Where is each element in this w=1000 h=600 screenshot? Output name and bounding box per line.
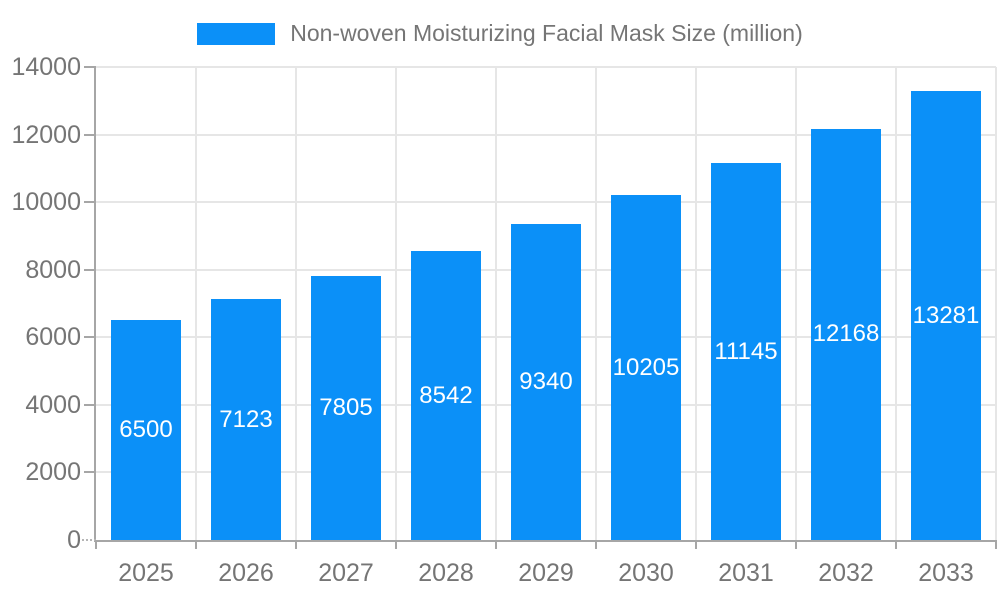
x-tick: [195, 540, 197, 549]
y-tick: [84, 201, 96, 204]
v-gridline: [295, 67, 297, 540]
x-tick-label: 2028: [418, 559, 474, 587]
x-tick-label: 2025: [118, 559, 174, 587]
y-tick-label: 2000: [25, 458, 81, 487]
h-gridline: [96, 66, 996, 68]
legend-swatch: [197, 22, 276, 45]
x-tick-label: 2033: [918, 559, 974, 587]
y-tick-label: 8000: [25, 255, 81, 284]
bar-2027[interactable]: 7805: [311, 276, 381, 540]
bar-value-label: 9340: [519, 368, 573, 396]
v-gridline: [695, 67, 697, 540]
x-tick: [995, 540, 997, 549]
y-tick-label: 6000: [25, 323, 81, 352]
plot-area: 6500 7123 7805 8542 9340 10205 11145 12168 13281: [96, 66, 997, 540]
y-tick-label: 4000: [25, 390, 81, 419]
x-tick: [295, 540, 297, 549]
bar-value-label: 6500: [119, 416, 173, 444]
h-gridline: [96, 133, 996, 136]
y-tick: [84, 268, 96, 271]
y-tick: [82, 539, 96, 541]
x-axis-line: [94, 540, 996, 542]
bar-value-label: 11145: [714, 337, 778, 365]
bar-value-label: 13281: [912, 301, 980, 329]
bar-2025[interactable]: 6500: [111, 320, 181, 540]
bar-value-label: 8542: [419, 381, 473, 409]
y-tick: [84, 133, 96, 136]
x-tick-label: 2032: [818, 559, 874, 587]
bar-2030[interactable]: 10205: [611, 195, 681, 540]
y-tick-label: 10000: [11, 188, 81, 217]
x-tick: [595, 540, 597, 549]
x-tick-label: 2026: [218, 559, 274, 587]
y-axis-line: [94, 67, 96, 540]
x-tick-label: 2029: [518, 559, 574, 587]
bar-value-label: 12168: [812, 320, 880, 348]
x-tick: [895, 540, 897, 549]
y-tick: [84, 403, 96, 406]
x-tick-label: 2030: [618, 559, 674, 587]
x-tick: [495, 540, 497, 549]
legend[interactable]: Non-woven Moisturizing Facial Mask Size …: [0, 20, 1000, 47]
bar-value-label: 7805: [319, 394, 373, 422]
x-tick-label: 2031: [718, 559, 774, 587]
v-gridline: [895, 67, 897, 540]
h-gridline: [96, 201, 996, 204]
bar-2029[interactable]: 9340: [511, 224, 581, 540]
y-tick: [84, 66, 96, 68]
bar-2033[interactable]: 13281: [911, 91, 981, 540]
bar-2028[interactable]: 8542: [411, 251, 481, 540]
bar-value-label: 7123: [219, 405, 273, 433]
v-gridline: [195, 67, 197, 540]
v-gridline: [595, 67, 597, 540]
bar-value-label: 10205: [612, 353, 680, 381]
y-tick-label: 14000: [11, 53, 81, 81]
bar-2026[interactable]: 7123: [211, 299, 281, 540]
x-tick-label: 2027: [318, 559, 374, 587]
x-tick: [795, 540, 797, 549]
y-tick: [84, 336, 96, 339]
x-tick: [95, 540, 97, 549]
legend-label: Non-woven Moisturizing Facial Mask Size …: [290, 20, 803, 46]
bar-2031[interactable]: 11145: [711, 163, 781, 540]
y-tick-label: 0: [67, 526, 81, 554]
x-tick: [695, 540, 697, 549]
bar-2032[interactable]: 12168: [811, 128, 881, 540]
y-tick: [84, 471, 96, 474]
x-tick: [395, 540, 397, 549]
v-gridline: [995, 67, 997, 540]
v-gridline: [495, 67, 497, 540]
y-tick-label: 12000: [11, 120, 81, 149]
v-gridline: [395, 67, 397, 540]
v-gridline: [795, 67, 797, 540]
